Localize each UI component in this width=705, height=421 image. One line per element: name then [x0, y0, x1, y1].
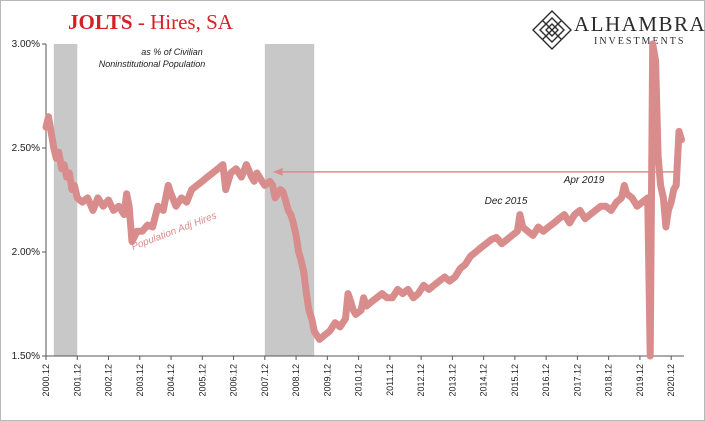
x-tick-label: 2001.12 [72, 364, 82, 397]
x-tick-label: 2010.12 [354, 364, 364, 397]
y-tick-label: 3.00% [12, 39, 40, 50]
x-tick-label: 2006.12 [229, 364, 239, 397]
x-tick-label: 2019.12 [635, 364, 645, 397]
series-layer [42, 40, 685, 360]
annotation-dec-2015: Dec 2015 [485, 196, 528, 207]
x-tick-label: 2012.12 [416, 364, 426, 397]
x-tick-label: 2011.12 [385, 364, 395, 396]
annotation-apr-2019: Apr 2019 [563, 175, 605, 186]
x-tick-label: 2007.12 [260, 364, 270, 397]
arrow-head [273, 167, 283, 176]
title-rest: - Hires, SA [132, 10, 233, 34]
x-tick-label: 2002.12 [104, 364, 114, 397]
x-tick-label: 2000.12 [41, 364, 51, 397]
series-line-1 [42, 40, 685, 360]
x-tick-label: 2018.12 [604, 364, 614, 397]
x-tick-label: 2004.12 [166, 364, 176, 397]
title-lead: JOLTS [68, 10, 133, 34]
diamond-lattice-icon [532, 10, 572, 50]
axes: 1.50% 2.00% 2.50% 3.00% 2000.12 2001.12 2002.1… [12, 39, 684, 397]
recession-band-1 [53, 44, 78, 356]
x-tick-label: 2020.12 [666, 364, 676, 397]
x-tick-label: 2014.12 [479, 364, 489, 397]
chart-title: JOLTS - Hires, SA [68, 10, 233, 35]
chart-subtitle: as % of Civilian Noninstitutional Populat… [99, 47, 206, 69]
x-tick-label: 2005.12 [197, 364, 207, 397]
y-tick-label: 1.50% [12, 351, 40, 362]
logo-subtitle: INVESTMENTS [594, 36, 686, 47]
y-tick-label: 2.00% [12, 247, 40, 258]
x-tick-label: 2015.12 [510, 364, 520, 397]
x-tick-label: 2008.12 [291, 364, 301, 397]
x-tick-label: 2013.12 [447, 364, 457, 397]
x-tick-label: 2017.12 [572, 364, 582, 397]
labels-layer: as % of Civilian Noninstitutional Populat… [99, 47, 605, 253]
x-tick-label: 2009.12 [322, 364, 332, 397]
y-tick-label: 2.50% [12, 143, 40, 154]
alhambra-logo: ALHAMBRA INVESTMENTS [530, 8, 705, 52]
arrow-layer [273, 167, 680, 176]
x-tick-label: 2016.12 [541, 364, 551, 397]
logo-name: ALHAMBRA [574, 12, 705, 36]
x-tick-label: 2003.12 [135, 364, 145, 397]
